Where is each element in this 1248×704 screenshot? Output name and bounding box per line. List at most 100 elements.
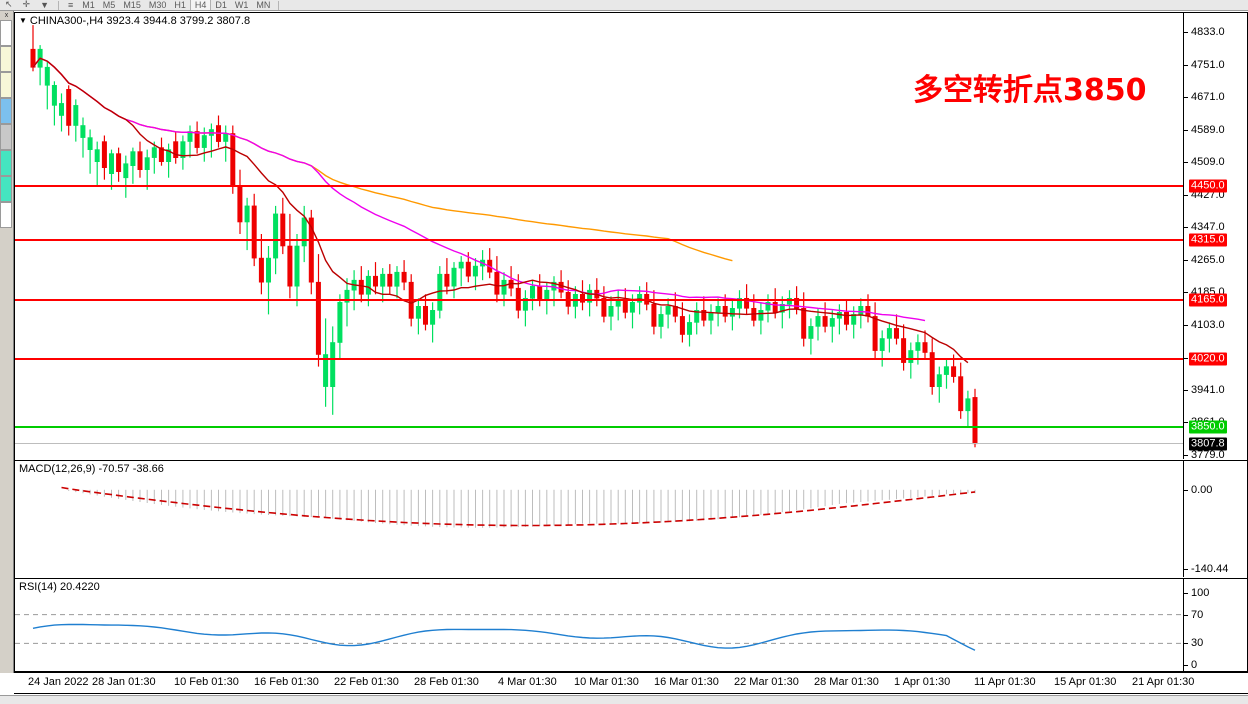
timeframe-button-d1[interactable]: D1 — [215, 0, 227, 10]
macd-svg — [61, 486, 976, 528]
time-axis-label: 21 Apr 01:30 — [1132, 676, 1195, 688]
color-swatch-1[interactable] — [0, 46, 12, 72]
time-axis[interactable]: 24 Jan 2022 28 Jan 01:30 10 Feb 01:30 16 Fe… — [14, 672, 1248, 694]
macd-axis-tick — [1184, 489, 1188, 491]
price-candles-svg — [30, 25, 978, 448]
price-axis-tick — [1184, 390, 1188, 392]
price-axis-label: 4509.0 — [1191, 156, 1225, 169]
timeframe-button-w1[interactable]: W1 — [234, 0, 249, 10]
rsi-axis-tick — [1184, 665, 1188, 666]
price-axis-label: 3941.0 — [1191, 384, 1225, 397]
timeframe-button-h1[interactable]: H1 — [174, 0, 186, 10]
price-axis-tick — [1184, 195, 1188, 197]
color-swatch-0[interactable] — [0, 20, 12, 46]
rsi-axis-tick — [1184, 593, 1188, 594]
price-axis-tick — [1184, 31, 1188, 33]
top-toolbar: ↖ ✛ ▼ ≡ M1 M5 M15 M30 H1 H4 D1 W1 MN — [0, 0, 1248, 11]
rsi-axis: 100 70 30 0 — [1183, 579, 1247, 671]
price-level-line — [15, 299, 1183, 302]
price-level-line — [15, 442, 1183, 444]
macd-label: MACD(12,26,9) -70.57 -38.66 — [19, 463, 164, 475]
rsi-svg — [15, 614, 1183, 651]
time-axis-label: 11 Apr 01:30 — [974, 676, 1036, 688]
price-level-line — [15, 239, 1183, 242]
color-swatch-6[interactable] — [0, 176, 12, 202]
color-swatch-4[interactable] — [0, 124, 12, 150]
price-axis-label: 4833.0 — [1191, 25, 1225, 38]
status-bar — [0, 695, 1248, 704]
price-axis-tick — [1184, 325, 1188, 327]
price-axis[interactable]: 4833.0 4751.0 4671.0 4589.0 4509.0 4427.0 4347… — [1183, 13, 1247, 459]
price-axis-tick — [1184, 96, 1188, 98]
price-pane[interactable]: ▼ CHINA300-,H4 3923.4 3944.8 3799.2 3807.… — [15, 13, 1247, 459]
price-axis-label: 4103.0 — [1191, 319, 1225, 332]
draw-icon[interactable]: ▼ — [40, 0, 50, 10]
timeframe-group: M1 M5 M15 M30 H1 H4 D1 W1 MN — [78, 0, 274, 10]
rsi-axis-label: 70 — [1191, 608, 1204, 621]
rsi-label: RSI(14) 20.4220 — [19, 581, 100, 593]
price-axis-tick — [1184, 455, 1188, 457]
price-axis-tick — [1184, 292, 1188, 294]
time-axis-label: 22 Mar 01:30 — [734, 676, 799, 688]
timeframe-button-m30[interactable]: M30 — [148, 0, 167, 10]
rsi-axis-tick — [1184, 643, 1188, 645]
price-axis-label: 4589.0 — [1191, 123, 1225, 136]
price-axis-label: 4751.0 — [1191, 58, 1225, 71]
symbol-ohlc-text: CHINA300-,H4 3923.4 3944.8 3799.2 3807.8 — [29, 15, 251, 27]
price-axis-tick — [1184, 64, 1188, 66]
price-level-line — [15, 184, 1183, 187]
price-plot-area[interactable]: ▼ CHINA300-,H4 3923.4 3944.8 3799.2 3807.… — [15, 13, 1183, 459]
price-axis-tick — [1184, 129, 1188, 131]
time-axis-label: 22 Feb 01:30 — [334, 676, 399, 688]
color-swatch-2[interactable] — [0, 72, 12, 98]
price-axis-label: 4347.0 — [1191, 221, 1225, 234]
price-level-line — [15, 357, 1183, 360]
timeframe-button-mn[interactable]: MN — [256, 0, 271, 10]
rsi-axis-label: 100 — [1191, 587, 1210, 599]
price-axis-tick — [1184, 260, 1188, 262]
time-axis-label: 10 Mar 01:30 — [574, 676, 639, 688]
time-axis-label: 10 Feb 01:30 — [174, 676, 239, 688]
time-axis-label: 1 Apr 01:30 — [894, 676, 951, 688]
chart-annotation-text: 多空转折点3850 — [913, 73, 1147, 108]
crosshair-icon[interactable]: ✛ — [22, 0, 31, 9]
macd-axis-label: -140.44 — [1191, 563, 1229, 575]
list-icon[interactable]: ≡ — [68, 0, 74, 10]
price-tag-resistance: 4450.0 — [1189, 179, 1227, 193]
price-tag-support: 3850.0 — [1189, 420, 1227, 434]
time-axis-label: 28 Mar 01:30 — [814, 676, 879, 688]
collapse-triangle-icon[interactable]: ▼ — [19, 16, 27, 25]
color-swatch-5[interactable] — [0, 150, 12, 176]
color-swatch-7[interactable] — [0, 202, 12, 228]
macd-axis: 0.00 -140.44 — [1183, 461, 1247, 577]
color-swatch-3[interactable] — [0, 98, 12, 124]
time-axis-label: 24 Jan 2022 — [28, 676, 89, 688]
rsi-plot-area[interactable]: RSI(14) 20.4220 — [15, 579, 1183, 671]
price-axis-label: 4671.0 — [1191, 90, 1225, 103]
left-side-panel: x — [0, 11, 14, 673]
close-panel-icon[interactable]: x — [4, 12, 9, 19]
macd-axis-label: 0.00 — [1191, 483, 1213, 496]
toolbar-separator-1 — [58, 1, 60, 10]
timeframe-button-m15[interactable]: M15 — [123, 0, 141, 10]
color-swatch-list — [0, 20, 13, 228]
macd-axis-tick — [1184, 569, 1188, 570]
timeframe-button-m5[interactable]: M5 — [102, 0, 116, 10]
price-tag-resistance: 4315.0 — [1189, 233, 1227, 247]
chart-frame: ▼ CHINA300-,H4 3923.4 3944.8 3799.2 3807.… — [14, 12, 1248, 672]
cursor-icon[interactable]: ↖ — [5, 0, 13, 9]
symbol-info-label: ▼ CHINA300-,H4 3923.4 3944.8 3799.2 3807.… — [19, 15, 250, 27]
time-axis-label: 4 Mar 01:30 — [498, 676, 557, 688]
timeframe-button-m1[interactable]: M1 — [82, 0, 95, 10]
macd-pane[interactable]: MACD(12,26,9) -70.57 -38.66 0.00 -140.44 — [15, 460, 1247, 577]
rsi-pane[interactable]: RSI(14) 20.4220 100 70 30 0 — [15, 578, 1247, 671]
toolbar-separator-2 — [278, 1, 280, 10]
time-axis-label: 28 Jan 01:30 — [92, 676, 156, 688]
timeframe-button-h4[interactable]: H4 — [189, 0, 212, 10]
time-axis-label: 16 Mar 01:30 — [654, 676, 719, 688]
rsi-axis-tick — [1184, 614, 1188, 616]
time-axis-label: 16 Feb 01:30 — [254, 676, 319, 688]
macd-plot-area[interactable]: MACD(12,26,9) -70.57 -38.66 — [15, 461, 1183, 577]
price-axis-label: 4265.0 — [1191, 254, 1225, 267]
